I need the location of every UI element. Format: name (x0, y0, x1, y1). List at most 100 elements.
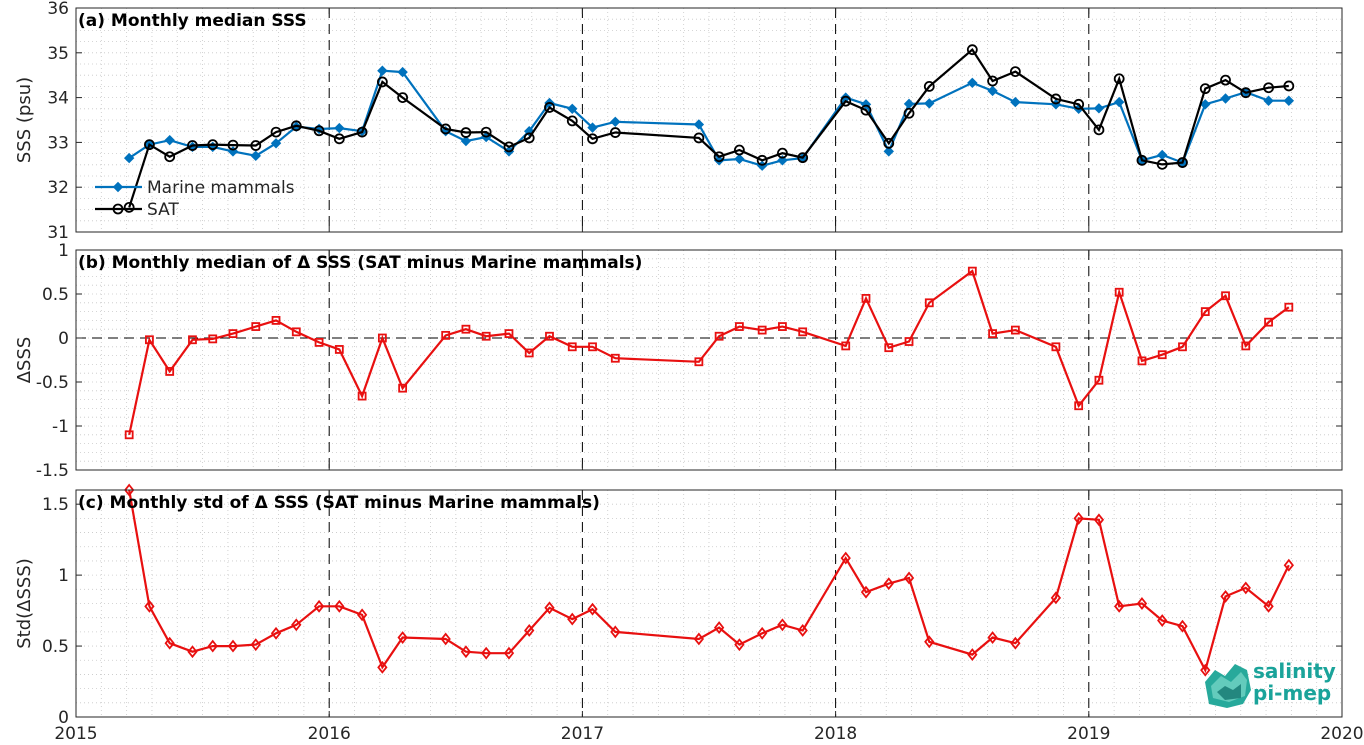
legend-marker (112, 181, 124, 193)
data-point (714, 331, 724, 341)
data-point (397, 66, 408, 78)
data-point (124, 483, 135, 497)
data-point (756, 154, 768, 166)
data-point (587, 602, 598, 616)
x-tick-label: 2020 (1320, 724, 1363, 744)
data-point (333, 133, 345, 145)
data-point (610, 625, 621, 639)
data-point (251, 322, 261, 331)
data-point (860, 585, 872, 599)
data-point (1283, 95, 1295, 106)
data-point (144, 599, 155, 613)
data-point (734, 322, 744, 331)
x-tick-label: 2019 (1067, 724, 1110, 744)
data-point (1199, 83, 1211, 95)
data-point (544, 601, 555, 615)
data-point (1157, 614, 1168, 627)
data-point (1177, 157, 1188, 168)
data-point (1200, 663, 1211, 677)
y-tick-label: 1.5 (42, 495, 69, 515)
data-point (1137, 356, 1147, 366)
data-point (397, 92, 409, 103)
data-point (145, 335, 154, 345)
data-point (588, 342, 597, 352)
data-point (356, 126, 368, 138)
data-point (313, 125, 325, 137)
data-point (841, 341, 851, 351)
data-point (694, 357, 704, 367)
data-point (440, 123, 452, 135)
data-point (290, 120, 302, 132)
data-point (777, 618, 788, 632)
data-point (967, 77, 978, 89)
data-point (1220, 589, 1231, 603)
data-point (966, 44, 978, 56)
data-point (860, 104, 872, 116)
data-point (734, 638, 745, 652)
data-point (566, 115, 578, 127)
data-point (460, 127, 472, 138)
y-tick-label: 35 (47, 44, 69, 64)
data-point (188, 335, 197, 345)
data-point (1050, 93, 1062, 105)
panel-c: 0 0.5 1 1.5 2015 2016 2017 2018 2019 2020 Std(ΔSSS… (14, 483, 1364, 744)
data-point (1241, 341, 1251, 351)
series-sat (123, 44, 1295, 213)
data-point (523, 132, 535, 144)
y-tick-label: 33 (47, 133, 69, 153)
data-point (757, 325, 767, 335)
logo-line1: salinity (1253, 659, 1336, 683)
data-point (713, 155, 725, 166)
data-point (1050, 591, 1062, 605)
data-point (481, 646, 492, 660)
axes-box (75, 7, 1343, 233)
legend-label: Marine mammals (147, 178, 295, 198)
data-point (1283, 558, 1294, 572)
data-point (904, 337, 914, 346)
data-point (376, 76, 388, 88)
y-tick-label: 1 (58, 241, 69, 261)
data-point (270, 138, 282, 149)
data-point (250, 638, 261, 652)
data-point (923, 81, 935, 92)
data-point (377, 660, 388, 674)
data-point (987, 85, 998, 97)
y-tick-label: 0 (58, 329, 69, 349)
axes-box (75, 489, 1343, 718)
panel-a: 31 32 33 34 35 36 SSS (psu) (a) Monthly median … (14, 0, 1343, 243)
data-point (734, 153, 745, 165)
y-axis-label: Std(ΔSSS) (14, 558, 35, 649)
panel-title: (a) Monthly median SSS (78, 11, 307, 31)
data-point (1263, 95, 1274, 106)
data-point (884, 343, 894, 353)
y-tick-label: -1 (52, 417, 69, 437)
data-point (987, 75, 998, 87)
data-point (1221, 291, 1230, 301)
data-point (1263, 599, 1274, 613)
series-0 (124, 483, 1294, 677)
data-point (1010, 636, 1021, 650)
data-point (733, 144, 745, 156)
data-point (1220, 93, 1231, 104)
data-point (250, 150, 261, 162)
data-point (291, 618, 302, 632)
data-point (903, 107, 915, 119)
panel-title: (c) Monthly std of Δ SSS (SAT minus Mari… (78, 493, 600, 513)
data-point (207, 639, 218, 653)
data-point (1093, 124, 1105, 136)
data-point (903, 571, 915, 585)
grid (76, 250, 1342, 470)
data-point (1009, 66, 1021, 78)
data-point (270, 126, 282, 138)
series-0 (124, 266, 1294, 440)
data-point (504, 329, 514, 339)
data-point (291, 327, 301, 337)
y-axis-label: ΔSSS (14, 337, 35, 384)
data-point (165, 367, 175, 376)
data-point (124, 430, 134, 440)
data-point (840, 95, 852, 107)
data-point (1073, 511, 1084, 525)
y-tick-label: 32 (47, 178, 69, 198)
data-point (713, 151, 725, 163)
